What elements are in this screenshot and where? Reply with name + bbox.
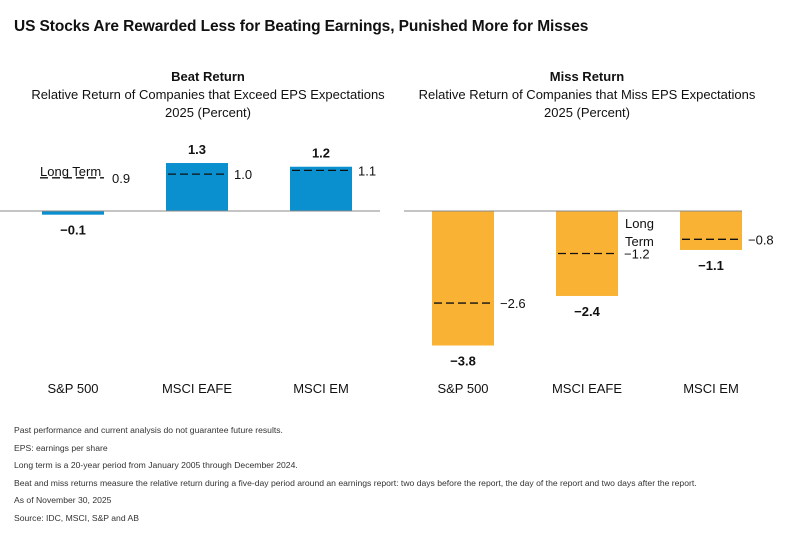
footnote-disclaimer: Past performance and current analysis do… — [14, 425, 283, 435]
beat-long-term-label-3: 1.1 — [358, 163, 376, 178]
beat-panel-subtitle: Relative Return of Companies that Exceed… — [31, 87, 385, 102]
footnote-eps: EPS: earnings per share — [14, 442, 108, 453]
miss-long-term-label-1: −2.6 — [500, 296, 526, 311]
beat-category-label-2: MSCI EAFE — [162, 381, 232, 396]
beat-panel-period: 2025 (Percent) — [165, 105, 251, 120]
chart-title: US Stocks Are Rewarded Less for Beating … — [14, 18, 589, 35]
miss-bar-3 — [680, 211, 742, 250]
beat-bar-1 — [42, 211, 104, 215]
footnote-source: Source: IDC, MSCI, S&P and AB — [14, 512, 139, 523]
miss-value-label-1: −3.8 — [450, 354, 476, 369]
beat-value-label-1: −0.1 — [60, 223, 86, 238]
miss-panel-period: 2025 (Percent) — [544, 105, 630, 120]
beat-category-label-3: MSCI EM — [293, 381, 349, 396]
miss-long-term-label-2: −1.2 — [624, 246, 650, 261]
beat-long-term-label-1: 0.9 — [112, 171, 130, 186]
beat-panel-header: Beat Return Relative Return of Companies… — [8, 68, 408, 122]
beat-panel-title: Beat Return — [171, 69, 245, 84]
miss-long-term-annotation-1: Long — [625, 216, 654, 231]
beat-value-label-2: 1.3 — [188, 142, 206, 157]
miss-panel-title: Miss Return — [549, 69, 625, 84]
beat-value-label-3: 1.2 — [312, 146, 330, 161]
miss-long-term-label-3: −0.8 — [748, 232, 774, 247]
footnote-method: Beat and miss returns measure the relati… — [14, 477, 697, 488]
beat-long-term-label-2: 1.0 — [234, 167, 252, 182]
miss-bar-1 — [432, 211, 494, 346]
beat-long-term-annotation-1: Long Term — [40, 164, 101, 179]
beat-bar-2 — [166, 163, 228, 211]
beat-bar-3 — [290, 166, 352, 211]
beat-category-label-1: S&P 500 — [47, 381, 98, 396]
miss-value-label-2: −2.4 — [574, 304, 600, 319]
miss-long-term-annotation-2: Term — [625, 234, 654, 249]
miss-category-label-1: S&P 500 — [437, 381, 488, 396]
charts-canvas: −0.1 0.9 S&P 500 1.3 1.0 MSCI EAFE 1.2 1.1 MSCI … — [0, 142, 774, 396]
miss-panel-subtitle: Relative Return of Companies that Miss E… — [418, 87, 756, 102]
footnote-as-of: As of November 30, 2025 — [14, 495, 112, 505]
footnotes: Past performance and current analysis do… — [14, 425, 697, 530]
miss-category-label-3: MSCI EM — [683, 381, 739, 396]
footnote-long-term: Long term is a 20-year period from Janua… — [14, 460, 298, 470]
miss-value-label-3: −1.1 — [698, 258, 724, 273]
miss-category-label-2: MSCI EAFE — [552, 381, 622, 396]
miss-panel-header: Miss Return Relative Return of Companies… — [387, 68, 787, 122]
